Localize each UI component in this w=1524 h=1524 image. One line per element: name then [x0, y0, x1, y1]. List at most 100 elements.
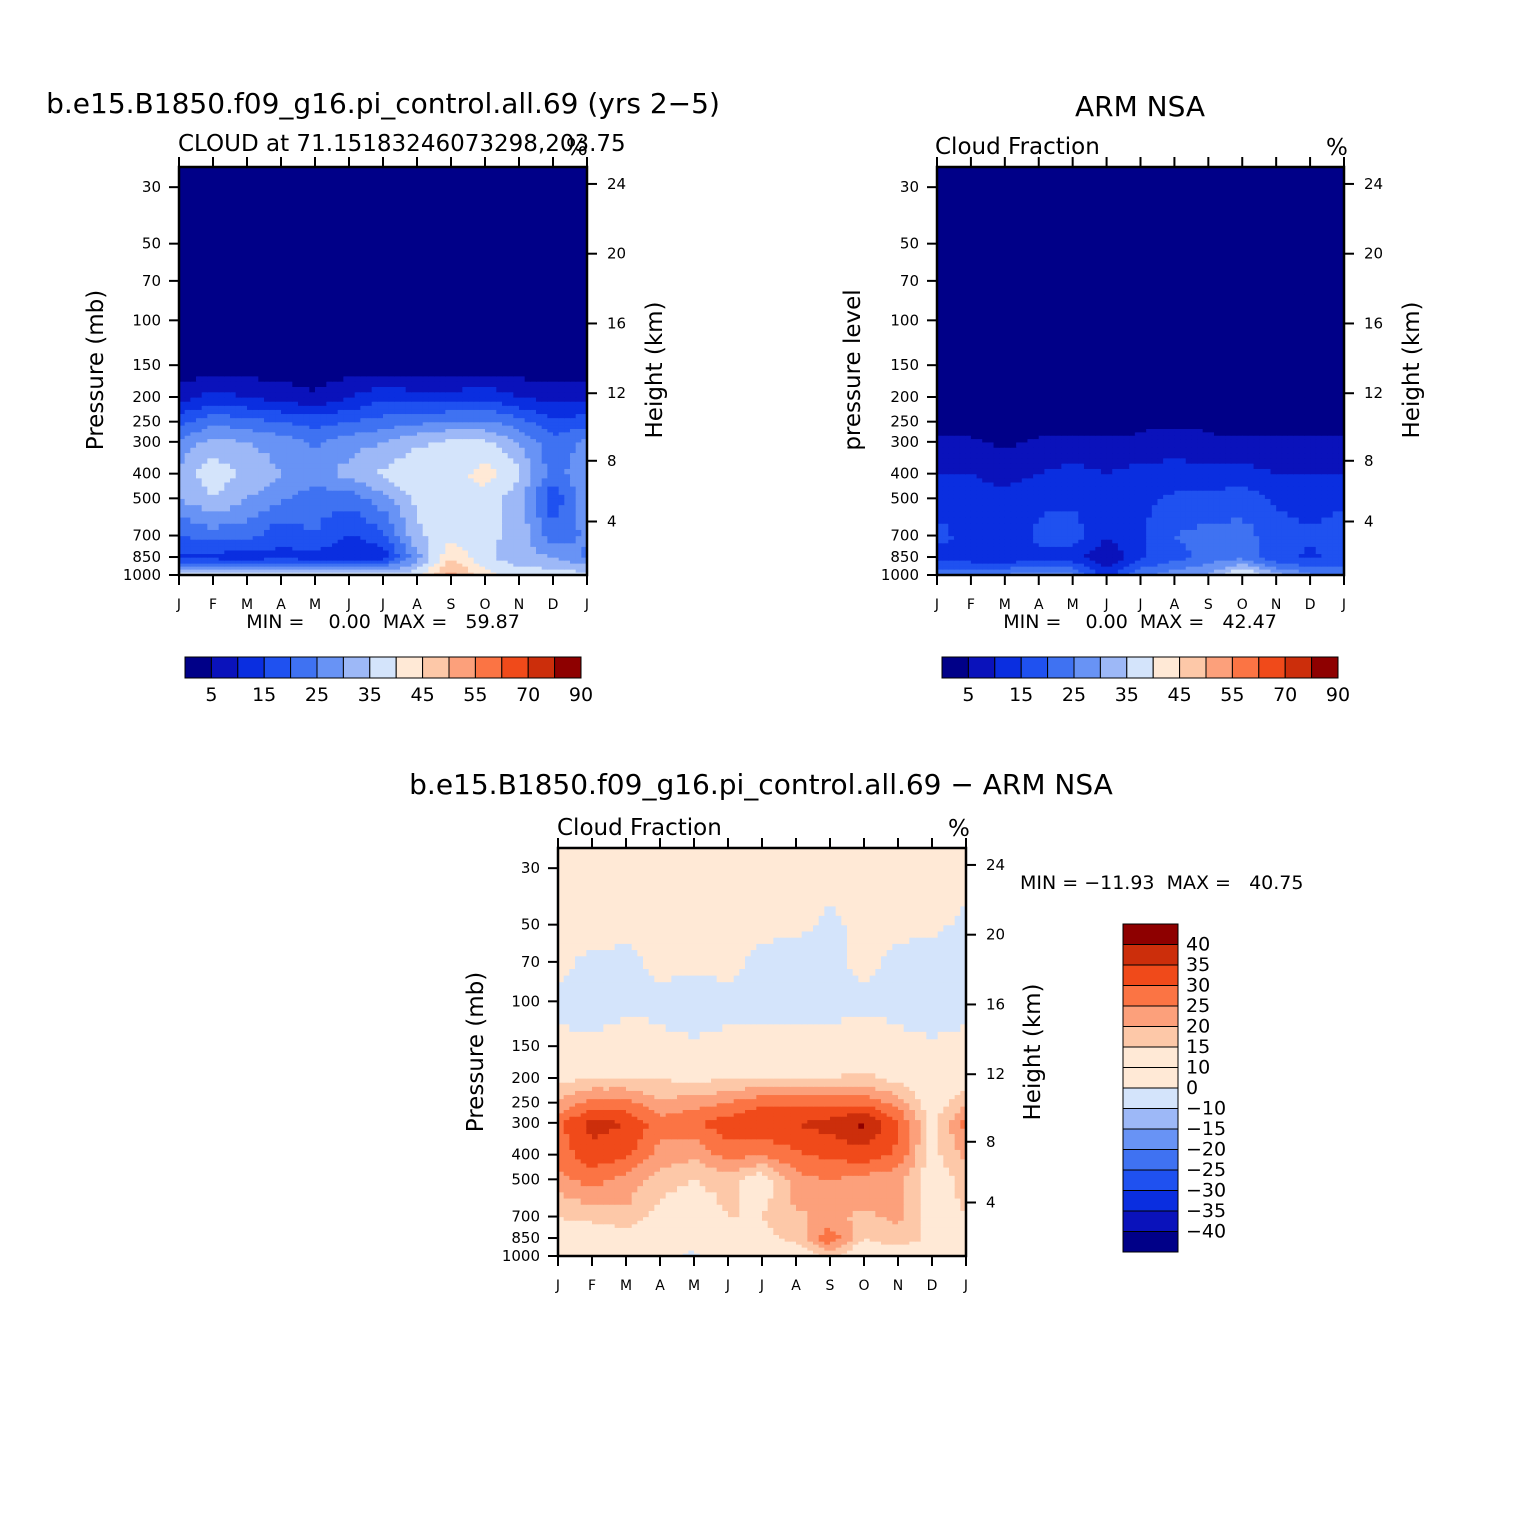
contour-cell [377, 320, 384, 329]
contour-cell [405, 307, 412, 315]
contour-cell [468, 396, 475, 402]
contour-cell [445, 431, 452, 436]
contour-cell [179, 256, 186, 263]
contour-cell [371, 560, 378, 564]
contour-cell [326, 435, 333, 440]
contour-cell [502, 381, 509, 387]
contour-cell [315, 542, 322, 547]
contour-cell [553, 441, 560, 448]
contour-cell [394, 327, 401, 336]
contour-cell [247, 490, 254, 495]
contour-cell [417, 498, 424, 506]
contour-cell [292, 386, 299, 393]
contour-cell [490, 566, 497, 570]
contour-cell [196, 357, 203, 366]
contour-cell [468, 549, 475, 555]
contour-cell [570, 549, 577, 555]
contour-cell [428, 268, 435, 276]
contour-cell [581, 435, 588, 440]
contour-cell [241, 249, 248, 257]
contour-cell [417, 405, 424, 410]
contour-cell [564, 300, 571, 308]
contour-cell [417, 391, 424, 398]
contour-cell [490, 463, 497, 469]
contour-cell [422, 307, 429, 315]
contour-cell [507, 510, 514, 518]
contour-cell [371, 490, 378, 495]
contour-cell [207, 542, 214, 547]
contour-cell [377, 335, 384, 344]
contour-cell [400, 473, 407, 479]
contour-cell [343, 287, 350, 295]
contour-cell [422, 280, 429, 289]
contour-cell [332, 370, 339, 377]
contour-cell [179, 357, 186, 366]
contour-cell [201, 553, 208, 558]
contour-cell [252, 539, 259, 544]
contour-cell [490, 452, 497, 459]
contour-cell [332, 425, 339, 429]
contour-cell [320, 381, 327, 387]
contour-cell [581, 494, 588, 499]
contour-cell [326, 566, 333, 570]
contour-cell [213, 320, 220, 329]
contour-cell [298, 365, 305, 372]
contour-cell [394, 553, 401, 558]
contour-cell [247, 234, 254, 245]
contour-cell [570, 516, 577, 524]
contour-cell [269, 249, 276, 257]
contour-cell [564, 486, 571, 491]
contour-cell [298, 215, 305, 226]
contour-cell [309, 539, 316, 544]
contour-cell [201, 307, 208, 315]
contour-cell [315, 300, 322, 308]
contour-cell [388, 375, 395, 382]
contour-cell [434, 523, 441, 530]
contour-cell [286, 504, 293, 512]
contour-cell [298, 268, 305, 276]
contour-cell [337, 498, 344, 506]
contour-cell [201, 234, 208, 245]
contour-cell [241, 396, 248, 402]
contour-cell [315, 313, 322, 321]
contour-cell [354, 187, 361, 198]
contour-cell [400, 409, 407, 415]
contour-cell [315, 262, 322, 270]
contour-cell [184, 504, 191, 512]
contour-cell [241, 409, 248, 415]
contour-cell [258, 477, 265, 483]
contour-cell [394, 313, 401, 321]
contour-cell [269, 274, 276, 282]
contour-cell [337, 401, 344, 406]
contour-cell [400, 386, 407, 393]
contour-cell [258, 381, 265, 387]
contour-cell [207, 463, 214, 469]
contour-cell [507, 401, 514, 406]
contour-cell [224, 417, 231, 423]
contour-cell [388, 386, 395, 393]
contour-cell [400, 452, 407, 459]
contour-cell [213, 274, 220, 282]
contour-cell [309, 335, 316, 344]
contour-cell [196, 243, 203, 251]
contour-cell [462, 375, 469, 382]
contour-cell [422, 262, 429, 270]
contour-cell [564, 307, 571, 315]
contour-cell [411, 381, 418, 387]
contour-cell [309, 516, 316, 524]
contour-cell [570, 435, 577, 440]
contour-cell [179, 224, 186, 235]
contour-cell [286, 473, 293, 479]
contour-cell [366, 447, 373, 454]
contour-cell [439, 428, 446, 433]
contour-cell [485, 313, 492, 321]
contour-cell [462, 560, 469, 564]
contour-cell [502, 498, 509, 506]
contour-cell [349, 428, 356, 433]
contour-cell [179, 560, 186, 564]
contour-cell [400, 335, 407, 344]
contour-cell [575, 287, 582, 295]
contour-cell [513, 560, 520, 564]
contour-cell [581, 463, 588, 469]
contour-cell [468, 486, 475, 491]
